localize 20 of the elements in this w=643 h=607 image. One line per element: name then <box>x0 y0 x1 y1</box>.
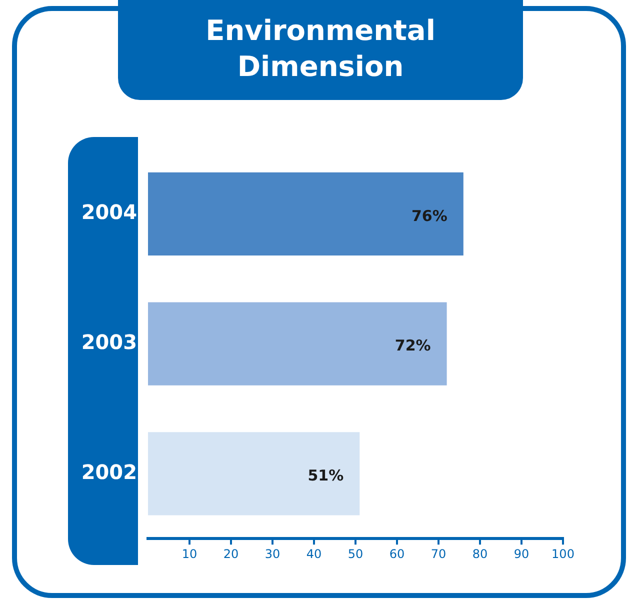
y-tick-label: 2002 <box>81 460 138 484</box>
y-tick-label: 2004 <box>81 200 138 224</box>
data-label: 51% <box>308 466 344 485</box>
x-tick-label: 20 <box>223 546 239 561</box>
x-tick-label: 90 <box>514 546 530 561</box>
data-label: 72% <box>394 336 431 355</box>
bar <box>148 302 447 386</box>
bar <box>148 432 360 516</box>
data-label: 76% <box>411 206 448 225</box>
bar <box>148 172 464 256</box>
x-tick-label: 30 <box>264 546 280 561</box>
y-tick-label: 2003 <box>81 330 138 354</box>
x-tick-label: 70 <box>430 546 446 561</box>
x-tick-label: 100 <box>552 546 574 561</box>
x-tick-label: 40 <box>306 546 322 561</box>
x-tick-label: 80 <box>472 546 488 561</box>
x-tick-label: 60 <box>389 546 405 561</box>
x-tick-label: 50 <box>348 546 364 561</box>
chart-title: Environmental Dimension <box>118 0 523 100</box>
x-tick-label: 10 <box>182 546 198 561</box>
